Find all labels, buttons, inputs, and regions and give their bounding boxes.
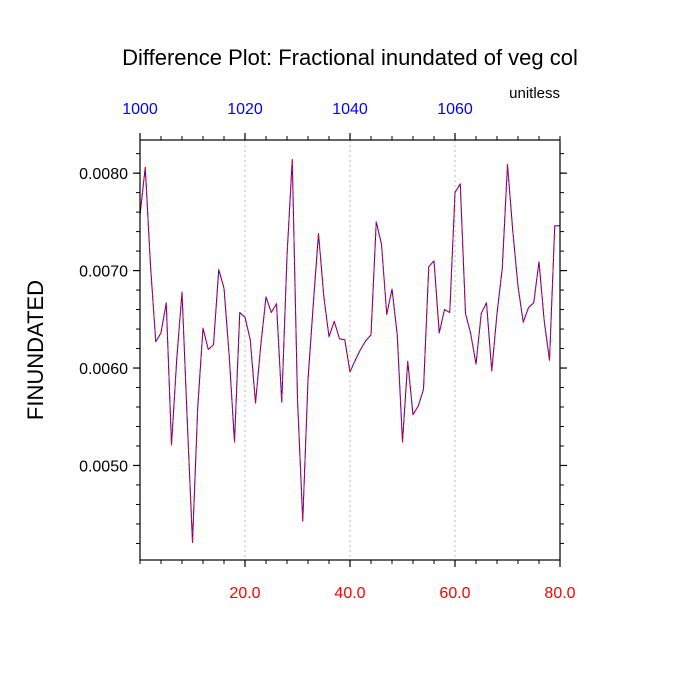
x-top-tick-label-0: 1000: [122, 101, 158, 118]
y-tick-label-1: 0.0060: [79, 361, 128, 378]
x-top-tick-label-3: 1060: [437, 101, 473, 118]
series-line-series-1: [139, 158, 560, 543]
x-bottom-tick-label-0: 20.0: [229, 585, 260, 602]
chart-title: Difference Plot: Fractional inundated of…: [122, 45, 578, 70]
y-axis-label: FINUNDATED: [23, 280, 48, 420]
series-layer: [139, 158, 560, 543]
x-top-tick-label-2: 1040: [332, 101, 368, 118]
y-tick-label-0: 0.0050: [79, 458, 128, 475]
x-top-tick-label-1: 1020: [227, 101, 263, 118]
x-bottom-tick-label-1: 40.0: [334, 585, 365, 602]
y-tick-label-2: 0.0070: [79, 264, 128, 281]
x-bottom-tick-label-3: 80.0: [544, 585, 575, 602]
y-tick-label-3: 0.0080: [79, 166, 128, 183]
x-bottom-tick-label-2: 60.0: [439, 585, 470, 602]
grid-lines: [244, 140, 456, 560]
x-axis-top-ticks: 1000 1020 1040 1060: [122, 101, 473, 140]
y-axis-ticks: 0.0050 0.0060 0.0070 0.0080: [79, 166, 567, 475]
x-axis-bottom-ticks: 20.0 40.0 60.0 80.0: [229, 560, 576, 602]
units-label: unitless: [509, 85, 560, 102]
